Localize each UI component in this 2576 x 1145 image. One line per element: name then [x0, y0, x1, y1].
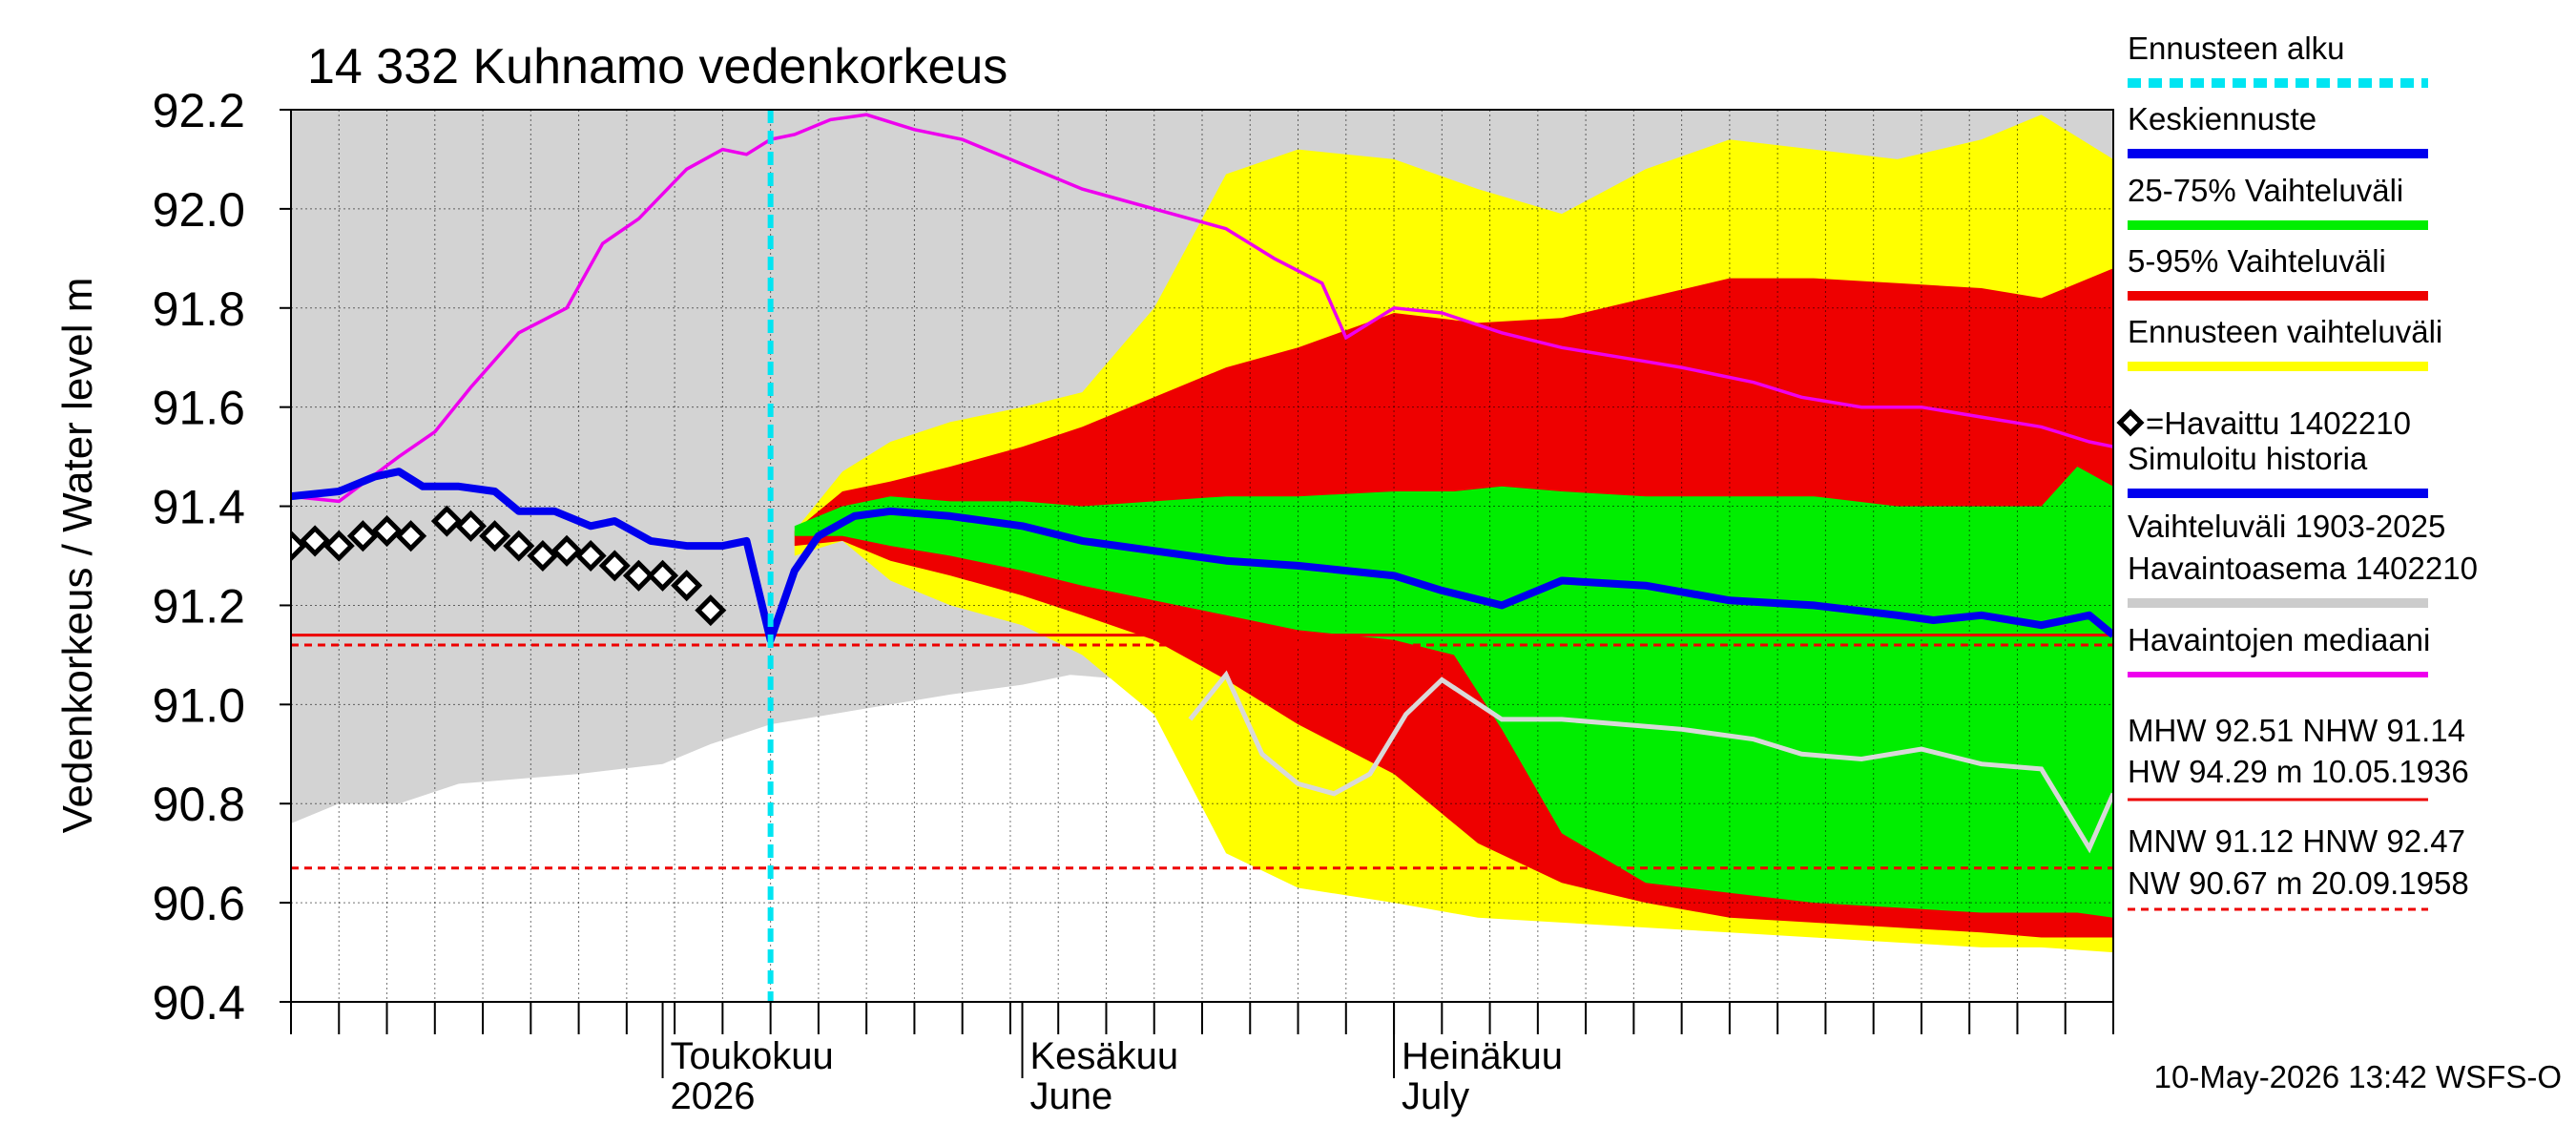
stats-line-1: MHW 92.51 NHW 91.14 — [2128, 713, 2465, 748]
y-tick-label: 90.4 — [153, 976, 245, 1030]
x-month-sublabel: July — [1402, 1075, 1469, 1117]
observation-marker — [346, 520, 379, 552]
observation-marker — [527, 539, 559, 572]
x-month-label: Heinäkuu — [1402, 1035, 1563, 1077]
plot-area — [291, 110, 2113, 1002]
median-forecast-line — [291, 468, 2113, 644]
observation-marker — [454, 510, 488, 542]
observation-marker — [299, 525, 331, 557]
observation-marker — [370, 514, 404, 548]
observation-marker — [503, 530, 535, 562]
forecast-bands-layer — [794, 114, 2113, 953]
observation-marker — [322, 530, 355, 562]
legend-label: =Havaittu 1402210 — [2146, 406, 2411, 441]
legend: Ennusteen alku Keskiennuste 25-75% Vaihtel… — [2116, 31, 2478, 677]
observation-marker — [430, 505, 463, 537]
y-tick-label: 91.4 — [153, 481, 245, 534]
observation-marker — [479, 520, 511, 552]
legend-marker — [2116, 408, 2145, 437]
observation-marker — [291, 530, 307, 562]
y-tick-label: 91.6 — [153, 382, 245, 435]
observation-marker — [622, 559, 654, 592]
y-tick-label: 91.2 — [153, 579, 245, 633]
y-tick-label: 90.8 — [153, 778, 245, 831]
y-tick-label: 92.2 — [153, 84, 245, 137]
y-tick-label: 90.6 — [153, 877, 245, 930]
observation-marker — [647, 559, 679, 592]
legend-label: Havaintojen mediaani — [2128, 622, 2430, 657]
reference-lines-layer — [291, 634, 2113, 870]
x-month-label: Toukokuu — [671, 1035, 834, 1077]
stats-line-3: MNW 91.12 HNW 92.47 — [2128, 823, 2465, 859]
legend-label: Ennusteen alku — [2128, 31, 2345, 66]
legend-label: Simuloitu historia — [2128, 441, 2368, 476]
chart-title: 14 332 Kuhnamo vedenkorkeus — [307, 39, 1008, 94]
legend-label: Ennusteen vaihteluväli — [2128, 314, 2442, 349]
legend-label: Havaintoasema 1402210 — [2128, 551, 2478, 586]
y-axis-label: Vedenkorkeus / Water level m — [54, 278, 101, 834]
y-tick-label: 92.0 — [153, 183, 245, 237]
stats-line-2: HW 94.29 m 10.05.1936 — [2128, 754, 2469, 789]
observation-median-line — [291, 113, 2113, 504]
legend-label: Vaihteluväli 1903-2025 — [2128, 509, 2445, 544]
series-lines-layer — [291, 110, 2113, 1002]
legend-label: Keskiennuste — [2128, 101, 2316, 136]
x-month-sublabel: June — [1030, 1075, 1113, 1117]
station-history-line — [1188, 670, 2113, 854]
footer-timestamp: 10-May-2026 13:42 WSFS-O — [2154, 1059, 2562, 1094]
observation-marker — [598, 550, 631, 582]
legend-label: 25-75% Vaihteluväli — [2128, 173, 2403, 208]
y-tick-label: 91.0 — [153, 678, 245, 732]
legend-label: 5-95% Vaihteluväli — [2128, 243, 2386, 279]
observation-marker — [695, 594, 727, 627]
observation-marker — [671, 570, 703, 602]
observation-marker — [551, 534, 583, 567]
stats-line-4: NW 90.67 m 20.09.1958 — [2128, 865, 2469, 901]
observation-marker — [574, 539, 607, 572]
axes-layer: 90.4 90.6 90.8 91.0 91.2 91.4 91.6 91.8 92.0 92.2… — [153, 84, 2114, 1117]
stats-block: MHW 92.51 NHW 91.14 HW 94.29 m 10.05.193… — [2128, 713, 2469, 911]
x-month-label: Kesäkuu — [1030, 1035, 1179, 1077]
observation-marker — [395, 520, 427, 552]
y-tick-label: 91.8 — [153, 282, 245, 336]
band-25-75 — [794, 467, 2113, 918]
x-month-sublabel: 2026 — [671, 1075, 756, 1117]
